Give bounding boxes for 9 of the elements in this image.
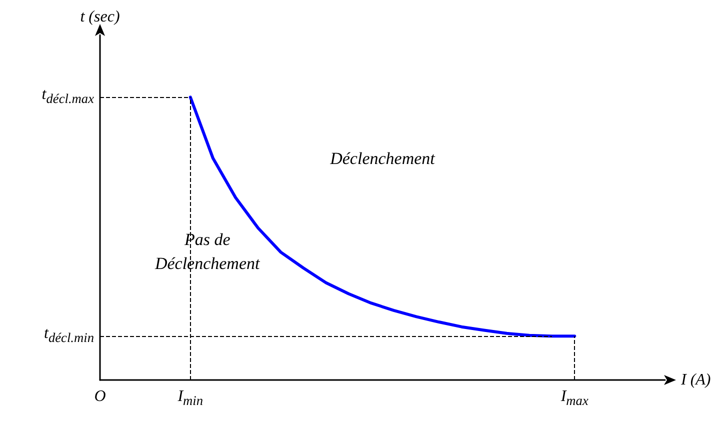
annotation: Déclenchement — [330, 148, 435, 170]
x-tick-label: O — [94, 388, 106, 406]
ref-line-label: t$_{décl.min}$ — [44, 325, 94, 348]
x-tick-label: I$_{min}$ — [178, 388, 204, 410]
ref-line-label: t$_{décl.max}$ — [42, 86, 94, 108]
annotation: Pas de Déclenchement — [154, 229, 260, 276]
x-tick-label: I$_{max}$ — [560, 388, 588, 410]
x-axis-title: I (A) — [680, 372, 711, 388]
y-axis-title: t (sec) — [80, 8, 120, 26]
